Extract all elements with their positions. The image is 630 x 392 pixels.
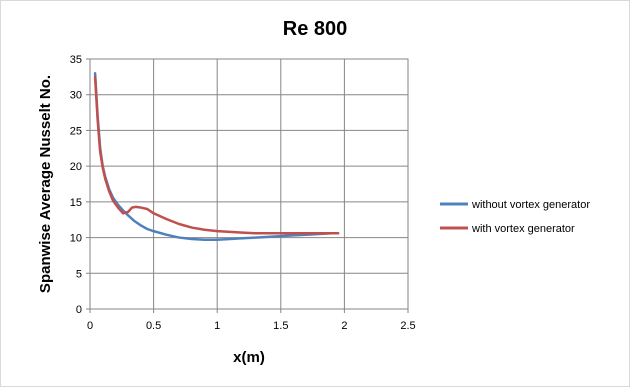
axes [86,58,409,313]
x-axis-label: x(m) [233,349,265,366]
legend: without vortex generator with vortex gene… [440,199,590,235]
x-tick-label: 2.5 [400,320,415,332]
tick-labels: 0 5 10 15 20 25 30 35 0 0.5 1 1.5 2 2.5 [70,54,416,332]
x-tick-label: 0.5 [146,320,161,332]
y-tick-label: 0 [76,304,82,316]
grid-lines [90,59,408,309]
y-tick-label: 5 [76,268,82,280]
series-line-with-vortex-generator [93,75,340,235]
x-tick-label: 1.5 [273,320,288,332]
y-tick-label: 10 [70,233,82,245]
legend-label: with vortex generator [471,223,575,235]
legend-label: without vortex generator [471,199,590,211]
x-tick-label: 2 [341,320,347,332]
x-tick-label: 0 [87,320,93,332]
y-tick-label: 25 [70,125,82,137]
plot-area [89,58,409,310]
series-lines [93,72,340,241]
y-tick-label: 35 [70,54,82,66]
y-tick-label: 30 [70,90,82,102]
chart-title: Re 800 [283,18,348,40]
x-tick-label: 1 [214,320,220,332]
y-axis-label: Spanwise Average Nusselt No. [37,75,54,293]
y-tick-label: 15 [70,197,82,209]
y-tick-label: 20 [70,161,82,173]
